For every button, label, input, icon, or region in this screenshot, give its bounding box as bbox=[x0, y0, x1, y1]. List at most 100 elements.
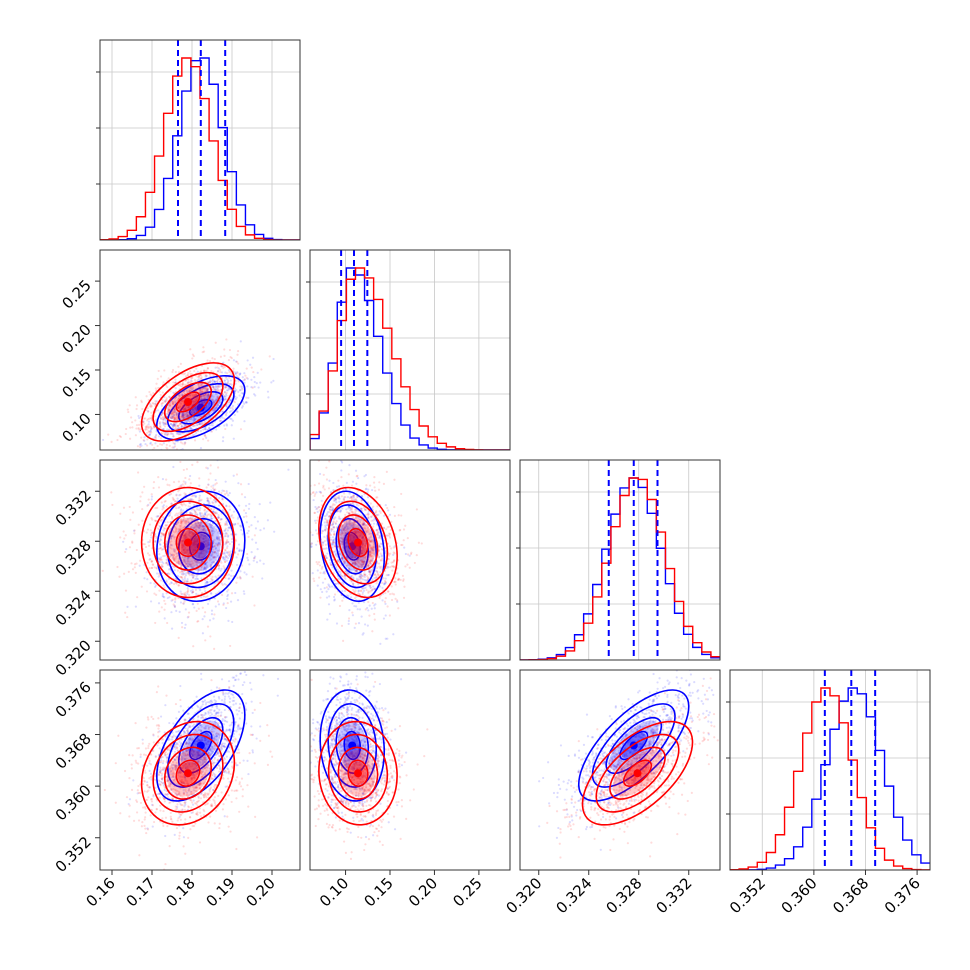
scatter-point bbox=[376, 531, 379, 535]
scatter-point bbox=[242, 590, 245, 593]
scatter-point bbox=[178, 394, 181, 398]
scatter-point bbox=[343, 560, 346, 564]
scatter-point bbox=[212, 385, 215, 388]
scatter-point bbox=[201, 390, 204, 393]
scatter-point bbox=[370, 515, 373, 518]
scatter-point bbox=[161, 532, 164, 535]
scatter-point bbox=[182, 432, 185, 435]
scatter-point bbox=[186, 578, 189, 581]
scatter-point bbox=[119, 536, 122, 539]
scatter-point bbox=[216, 403, 219, 406]
scatter-point bbox=[364, 560, 367, 563]
scatter-point bbox=[329, 536, 332, 539]
scatter-point bbox=[192, 408, 195, 411]
scatter-point bbox=[336, 496, 339, 499]
scatter-point bbox=[225, 540, 228, 543]
scatter-point bbox=[158, 420, 162, 424]
contour-line bbox=[166, 504, 235, 589]
scatter-point bbox=[177, 530, 180, 533]
scatter-point bbox=[348, 520, 351, 523]
scatter-point bbox=[142, 420, 145, 423]
scatter-point bbox=[186, 551, 189, 554]
scatter-point bbox=[208, 426, 211, 430]
scatter-point bbox=[174, 411, 178, 414]
scatter-point bbox=[199, 370, 203, 373]
scatter-point bbox=[208, 543, 211, 546]
scatter-point bbox=[153, 540, 156, 543]
scatter-point bbox=[177, 490, 180, 493]
scatter-point bbox=[349, 526, 352, 529]
scatter-point bbox=[202, 528, 205, 531]
scatter-point bbox=[168, 546, 172, 549]
scatter-point bbox=[171, 598, 174, 602]
scatter-point bbox=[350, 508, 353, 511]
scatter-point bbox=[361, 593, 364, 596]
scatter-point bbox=[367, 609, 370, 612]
scatter-point bbox=[207, 393, 210, 397]
scatter-point bbox=[148, 567, 151, 570]
scatter-point bbox=[206, 561, 209, 564]
scatter-point bbox=[219, 399, 222, 402]
scatter-point bbox=[163, 527, 166, 530]
scatter-point bbox=[148, 523, 152, 526]
scatter-point bbox=[189, 498, 192, 501]
scatter-point bbox=[194, 495, 198, 498]
scatter-point bbox=[204, 535, 207, 538]
scatter-point bbox=[367, 564, 370, 567]
scatter-point bbox=[205, 405, 208, 409]
scatter-point bbox=[149, 442, 152, 445]
scatter-point bbox=[341, 542, 344, 545]
scatter-point bbox=[337, 577, 340, 580]
scatter-point bbox=[161, 534, 164, 537]
scatter-point bbox=[226, 590, 229, 593]
scatter-point bbox=[211, 575, 214, 578]
scatter-point bbox=[307, 545, 309, 547]
scatter-point bbox=[197, 383, 200, 386]
scatter-point bbox=[235, 533, 238, 536]
histogram-panel-4 bbox=[730, 670, 930, 870]
scatter-point bbox=[154, 400, 157, 403]
scatter-point bbox=[177, 365, 180, 368]
scatter-point bbox=[218, 590, 221, 593]
scatter-point bbox=[153, 592, 156, 595]
scatter-point bbox=[368, 544, 371, 547]
scatter-point bbox=[179, 422, 182, 425]
scatter-point bbox=[397, 514, 400, 517]
scatter-point bbox=[335, 582, 338, 585]
scatter-point bbox=[183, 413, 186, 416]
scatter-point bbox=[225, 520, 228, 523]
scatter-point bbox=[216, 395, 219, 399]
scatter-point bbox=[226, 378, 229, 381]
scatter-point bbox=[349, 534, 352, 537]
scatter-point bbox=[351, 534, 354, 537]
scatter-point bbox=[173, 424, 176, 427]
scatter-point bbox=[145, 590, 149, 593]
scatter-point bbox=[183, 577, 186, 580]
scatter-point bbox=[157, 386, 160, 390]
scatter-point bbox=[131, 421, 134, 424]
scatter-point bbox=[191, 544, 194, 547]
scatter-point bbox=[196, 423, 199, 427]
scatter-point bbox=[221, 508, 225, 511]
scatter-point bbox=[335, 520, 338, 523]
scatter-point bbox=[157, 476, 160, 479]
scatter-point bbox=[179, 571, 182, 574]
scatter-point bbox=[227, 557, 230, 560]
scatter-point bbox=[211, 380, 214, 383]
scatter-point bbox=[201, 390, 204, 393]
scatter-point bbox=[362, 522, 365, 526]
scatter-point bbox=[174, 548, 177, 551]
scatter-point bbox=[161, 508, 164, 511]
scatter-point bbox=[194, 511, 197, 514]
scatter-point bbox=[219, 540, 222, 544]
scatter-point bbox=[185, 412, 188, 415]
scatter-point bbox=[328, 585, 331, 589]
scatter-point bbox=[159, 520, 162, 523]
scatter-point bbox=[194, 407, 197, 410]
scatter-point bbox=[162, 483, 164, 485]
scatter-point bbox=[359, 534, 362, 538]
scatter-point bbox=[325, 596, 329, 599]
scatter-point bbox=[351, 540, 354, 543]
scatter-point bbox=[150, 517, 153, 520]
scatter-point bbox=[204, 373, 207, 376]
